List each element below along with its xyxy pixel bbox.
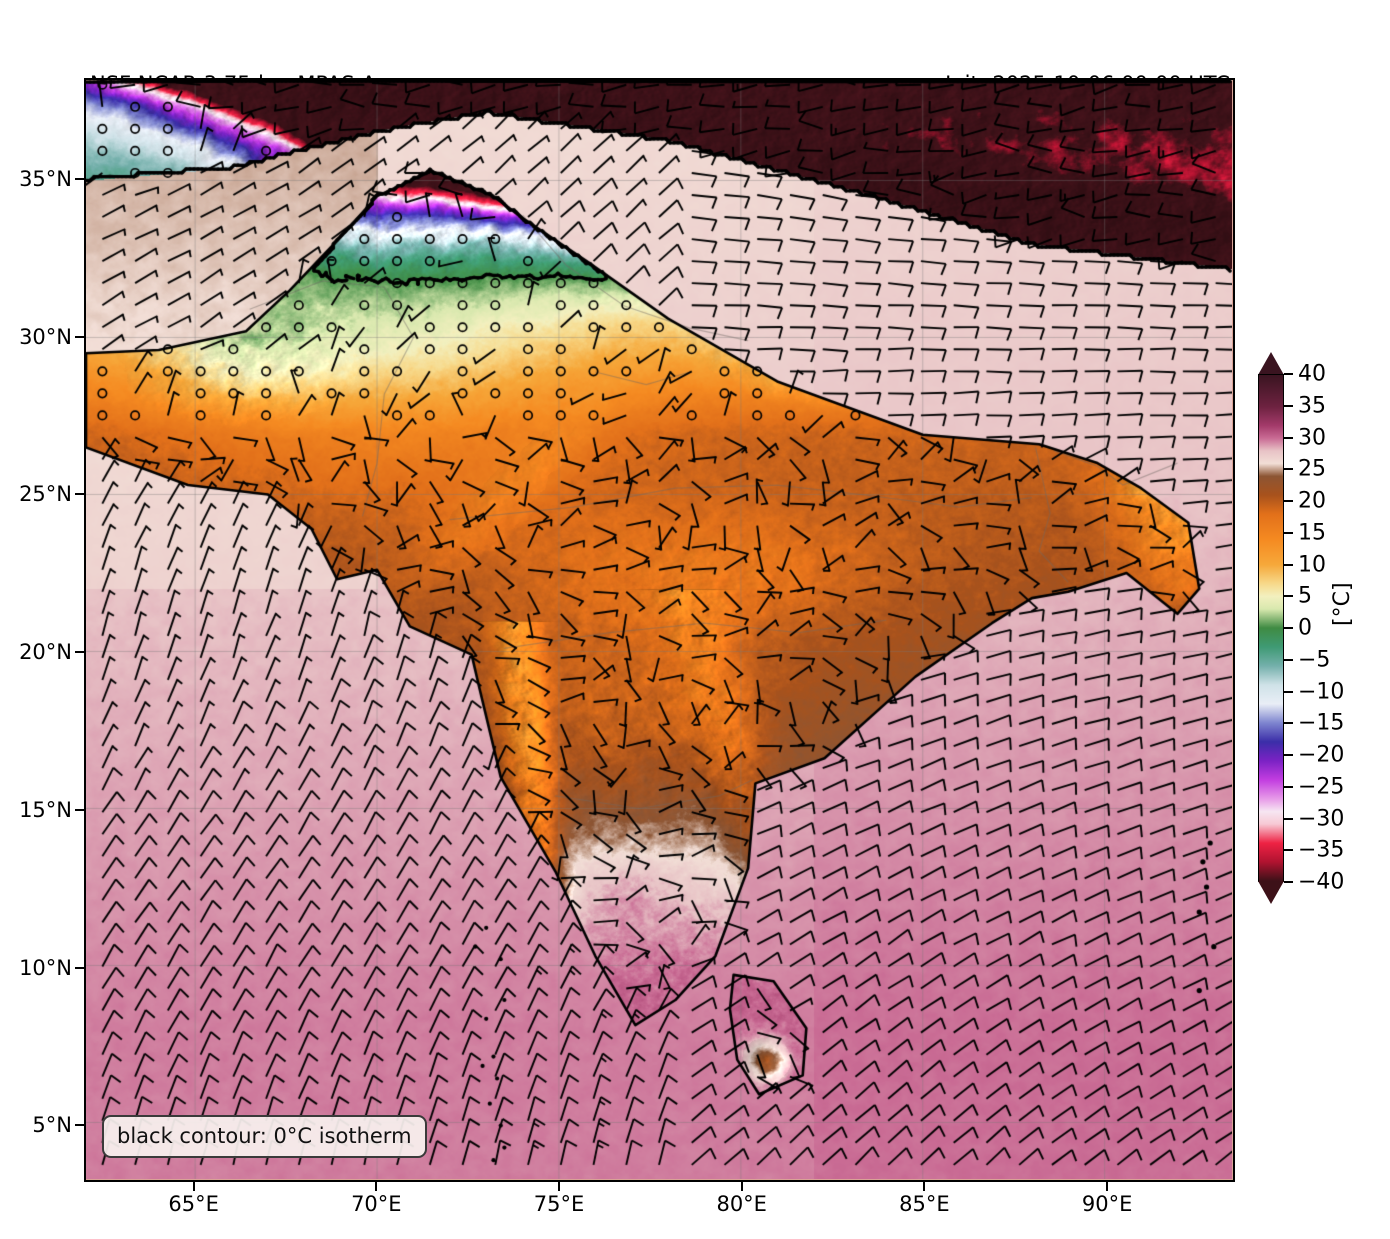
colorbar-tick [1284, 468, 1293, 471]
colorbar-gradient [1258, 374, 1284, 882]
isotherm-annotation: black contour: 0°C isotherm [102, 1115, 427, 1158]
lon-tick [192, 1182, 195, 1191]
colorbar-tick [1284, 436, 1293, 439]
lat-tick-label: 5°N [32, 1113, 72, 1138]
colorbar-tick-label: 5 [1298, 583, 1312, 609]
lat-tick [75, 651, 84, 654]
map-plot-area[interactable]: black contour: 0°C isotherm [84, 78, 1235, 1182]
lat-tick [75, 335, 84, 338]
lon-tick-label: 65°E [168, 1192, 219, 1216]
colorbar-tick-label: −30 [1298, 806, 1345, 831]
lat-tick [75, 1124, 84, 1127]
colorbar-tick [1284, 404, 1293, 407]
lat-tick [75, 177, 84, 180]
colorbar-over-arrow [1258, 352, 1284, 375]
colorbar-tick [1284, 658, 1293, 661]
colorbar-tick-label: −25 [1298, 774, 1345, 800]
colorbar-tick-label: −40 [1298, 869, 1345, 895]
lon-tick [1106, 1182, 1109, 1191]
lon-tick-label: 85°E [899, 1192, 950, 1216]
colorbar-tick-label: −5 [1298, 647, 1331, 673]
colorbar-tick-label: 15 [1298, 520, 1326, 546]
colorbar-tick [1284, 817, 1293, 820]
colorbar-tick-label: −10 [1298, 679, 1345, 704]
lon-tick [740, 1182, 743, 1191]
lon-tick-label: 90°E [1081, 1192, 1133, 1216]
lat-tick [75, 808, 84, 811]
colorbar-tick-label: 20 [1298, 488, 1326, 514]
colorbar-tick [1284, 754, 1293, 756]
lon-tick-label: 70°E [351, 1192, 402, 1216]
lon-tick [375, 1182, 378, 1191]
colorbar-tick [1284, 881, 1293, 883]
colorbar-tick-label: −20 [1298, 742, 1345, 768]
colorbar-tick [1284, 849, 1293, 852]
colorbar[interactable]: 40 35 30 25 20 15 10 5 0 −5 −10 −15 −20 −25 −30 −35 −40 [1258, 352, 1344, 904]
colorbar-tick [1284, 722, 1293, 725]
colorbar-tick [1284, 373, 1293, 375]
lat-tick-label: 15°N [19, 797, 72, 822]
lon-tick-label: 80°E [716, 1192, 767, 1216]
colorbar-tick-label: 35 [1298, 393, 1326, 419]
colorbar-tick-label: 30 [1298, 425, 1326, 450]
colorbar-tick-label: 10 [1298, 552, 1326, 577]
colorbar-tick-label: −15 [1298, 710, 1345, 736]
colorbar-tick-label: −35 [1298, 837, 1345, 863]
lat-tick [75, 966, 84, 969]
lat-tick-label: 35°N [19, 166, 72, 191]
colorbar-under-arrow [1258, 881, 1284, 904]
colorbar-unit-label: [°C] [1330, 582, 1355, 626]
colorbar-tick-label: 25 [1298, 456, 1326, 482]
colorbar-tick [1284, 531, 1293, 534]
colorbar-tick [1284, 627, 1293, 629]
lat-tick-label: 10°N [19, 955, 72, 980]
lat-tick-label: 30°N [19, 324, 72, 349]
lon-tick [558, 1182, 561, 1191]
lat-tick [75, 493, 84, 496]
temperature-field-canvas [86, 80, 1232, 1179]
colorbar-tick-label: 40 [1298, 361, 1326, 387]
colorbar-tick [1284, 595, 1293, 598]
lat-tick-label: 20°N [19, 640, 72, 665]
colorbar-tick [1284, 690, 1293, 693]
colorbar-tick-label: 0 [1298, 615, 1312, 641]
colorbar-tick [1284, 785, 1293, 788]
lon-tick-label: 75°E [533, 1192, 585, 1216]
lon-tick [923, 1182, 926, 1191]
colorbar-tick [1284, 500, 1293, 502]
colorbar-tick [1284, 563, 1293, 566]
lat-tick-label: 25°N [19, 482, 72, 507]
